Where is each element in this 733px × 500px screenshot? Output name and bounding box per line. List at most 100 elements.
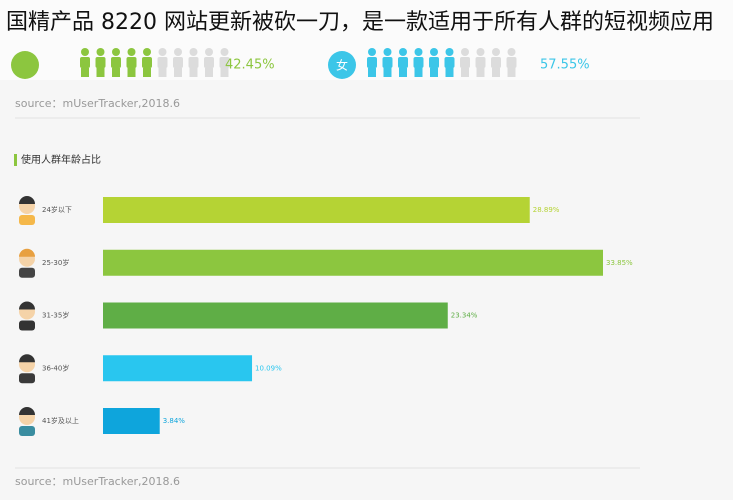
bar (103, 302, 448, 329)
person-legs (112, 68, 120, 77)
avatar-hair (19, 301, 35, 310)
person-head (414, 48, 423, 56)
person-head (368, 48, 376, 56)
category-label: 41岁及以上 (42, 416, 79, 425)
person-icon (398, 48, 408, 77)
person-icon (111, 48, 121, 77)
chart-title: 使用人群年龄占比 (21, 153, 101, 166)
person-legs (383, 68, 392, 77)
person-body (157, 57, 168, 68)
person-legs (158, 68, 167, 77)
person-body (188, 57, 199, 68)
avatar-hair (19, 248, 35, 257)
gender-share: 42.45% (225, 58, 275, 73)
person-body (126, 57, 137, 68)
person-head (112, 48, 120, 56)
person-icon (95, 48, 106, 77)
person-icon (173, 48, 183, 77)
bar (103, 197, 530, 223)
person-body (444, 57, 455, 68)
source: source：mUserTracker,2018.6 (15, 97, 180, 110)
person-icon (413, 48, 424, 77)
avatar (19, 301, 35, 331)
person-legs (430, 68, 438, 77)
person-body (204, 57, 214, 68)
person-icon (126, 48, 137, 77)
person-icon (460, 48, 470, 77)
person-head (445, 48, 454, 56)
person-body (142, 57, 152, 68)
person-body (80, 57, 90, 68)
headline: 国精产品 8220 网站更新被砍一刀，是一款适用于所有人群的短视频应用 (6, 10, 714, 35)
person-body (219, 57, 230, 68)
person-legs (507, 68, 516, 77)
person-body (413, 57, 424, 68)
category-label: 24岁以下 (42, 205, 72, 214)
avatar-hair (19, 354, 35, 363)
person-legs (414, 68, 423, 77)
person-icon (382, 48, 393, 77)
category-label: 25-30岁 (42, 258, 69, 267)
person-icon (491, 48, 501, 77)
person-legs (476, 68, 485, 77)
bar (103, 355, 253, 382)
person-body (173, 57, 183, 68)
person-head (127, 48, 136, 56)
person-head (81, 48, 89, 56)
value-label: 23.34% (451, 312, 478, 320)
person-head (189, 48, 198, 56)
person-legs (174, 68, 182, 77)
avatar-body (19, 320, 35, 331)
gender-share: 57.55% (540, 58, 590, 73)
person-body (95, 57, 106, 68)
avatar-body (19, 426, 35, 436)
value-label: 10.09% (255, 364, 282, 372)
person-icon (506, 48, 517, 77)
person-head (476, 48, 485, 56)
person-body (460, 57, 470, 68)
person-legs (143, 68, 151, 77)
person-head (461, 48, 469, 56)
person-head (492, 48, 500, 56)
person-icon (142, 48, 152, 77)
person-icon (444, 48, 455, 77)
person-body (382, 57, 393, 68)
person-legs (492, 68, 500, 77)
avatar (19, 354, 35, 384)
person-head (174, 48, 182, 56)
avatar-hair (19, 407, 35, 415)
person-legs (220, 68, 229, 77)
person-body (111, 57, 121, 68)
person-legs (127, 68, 136, 77)
value-label: 28.89% (533, 206, 560, 214)
person-head (399, 48, 407, 56)
person-icon (188, 48, 199, 77)
person-body (429, 57, 439, 68)
category-label: 31-35岁 (42, 311, 69, 320)
heading-marker (14, 154, 17, 166)
person-legs (81, 68, 89, 77)
person-icon (80, 48, 90, 77)
person-head (96, 48, 105, 56)
avatar-body (19, 373, 35, 384)
person-legs (445, 68, 454, 77)
person-icon (157, 48, 168, 77)
person-legs (368, 68, 376, 77)
person-body (367, 57, 377, 68)
person-body (398, 57, 408, 68)
person-head (158, 48, 167, 56)
person-icon (204, 48, 214, 77)
person-head (430, 48, 438, 56)
person-icon (367, 48, 377, 77)
value-label: 33.85% (606, 259, 633, 267)
person-legs (399, 68, 407, 77)
person-body (491, 57, 501, 68)
gender-badge (328, 51, 356, 79)
category-label: 36-40岁 (42, 363, 69, 372)
avatar (19, 407, 35, 436)
avatar-body (19, 267, 35, 278)
person-body (475, 57, 486, 68)
person-icon (475, 48, 486, 77)
person-head (220, 48, 229, 56)
